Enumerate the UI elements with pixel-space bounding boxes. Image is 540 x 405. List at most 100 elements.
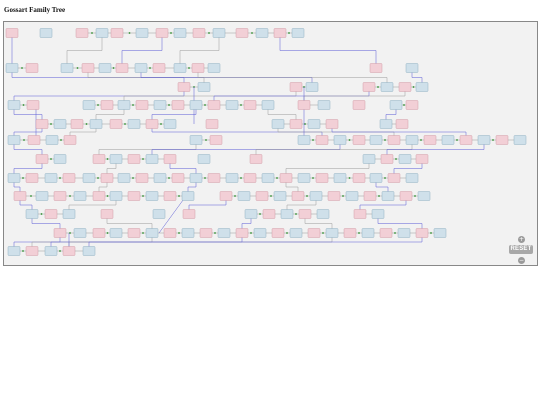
person-node[interactable] (389, 100, 403, 110)
person-node[interactable] (92, 191, 106, 201)
person-node[interactable] (298, 209, 312, 219)
person-node[interactable] (381, 191, 395, 201)
person-node[interactable] (325, 119, 339, 129)
person-node[interactable] (380, 82, 394, 92)
person-node[interactable] (82, 100, 96, 110)
person-node[interactable] (181, 191, 195, 201)
person-node[interactable] (362, 82, 376, 92)
person-node[interactable] (171, 100, 185, 110)
person-node[interactable] (98, 63, 112, 73)
person-node[interactable] (262, 209, 276, 219)
person-node[interactable] (243, 100, 257, 110)
person-node[interactable] (7, 100, 21, 110)
person-node[interactable] (371, 209, 385, 219)
person-node[interactable] (89, 119, 103, 129)
person-node[interactable] (369, 63, 383, 73)
person-node[interactable] (73, 228, 87, 238)
person-node[interactable] (423, 135, 437, 145)
person-nodes[interactable] (5, 28, 527, 256)
person-node[interactable] (291, 28, 305, 38)
person-node[interactable] (199, 228, 213, 238)
person-node[interactable] (163, 154, 177, 164)
person-node[interactable] (100, 173, 114, 183)
person-node[interactable] (477, 135, 491, 145)
person-node[interactable] (387, 135, 401, 145)
person-node[interactable] (207, 100, 221, 110)
person-node[interactable] (45, 135, 59, 145)
person-node[interactable] (297, 100, 311, 110)
person-node[interactable] (380, 154, 394, 164)
person-node[interactable] (316, 209, 330, 219)
person-node[interactable] (155, 28, 169, 38)
person-node[interactable] (189, 173, 203, 183)
person-node[interactable] (243, 173, 257, 183)
person-node[interactable] (110, 28, 124, 38)
person-node[interactable] (25, 246, 39, 256)
person-node[interactable] (145, 119, 159, 129)
person-node[interactable] (197, 82, 211, 92)
zoom-out-button[interactable]: − (518, 257, 525, 264)
person-node[interactable] (235, 228, 249, 238)
person-node[interactable] (92, 228, 106, 238)
person-node[interactable] (145, 191, 159, 201)
person-node[interactable] (205, 119, 219, 129)
person-node[interactable] (291, 191, 305, 201)
person-node[interactable] (315, 173, 329, 183)
person-node[interactable] (62, 173, 76, 183)
person-node[interactable] (325, 228, 339, 238)
person-node[interactable] (271, 119, 285, 129)
person-node[interactable] (5, 63, 19, 73)
person-node[interactable] (345, 191, 359, 201)
person-node[interactable] (7, 173, 21, 183)
person-node[interactable] (73, 191, 87, 201)
person-node[interactable] (127, 228, 141, 238)
person-node[interactable] (189, 135, 203, 145)
person-node[interactable] (181, 228, 195, 238)
person-node[interactable] (192, 28, 206, 38)
person-node[interactable] (35, 191, 49, 201)
person-node[interactable] (207, 173, 221, 183)
person-node[interactable] (249, 154, 263, 164)
person-node[interactable] (309, 191, 323, 201)
person-node[interactable] (225, 173, 239, 183)
person-node[interactable] (135, 173, 149, 183)
person-node[interactable] (441, 135, 455, 145)
person-node[interactable] (352, 135, 366, 145)
family-tree-canvas[interactable] (4, 22, 537, 265)
family-tree-viewport[interactable]: + RESET − (3, 21, 538, 266)
person-node[interactable] (109, 154, 123, 164)
person-node[interactable] (7, 135, 21, 145)
person-node[interactable] (207, 63, 221, 73)
person-node[interactable] (53, 154, 67, 164)
person-node[interactable] (177, 82, 191, 92)
person-node[interactable] (271, 228, 285, 238)
person-node[interactable] (53, 228, 67, 238)
person-node[interactable] (62, 209, 76, 219)
person-node[interactable] (81, 63, 95, 73)
person-node[interactable] (415, 228, 429, 238)
person-node[interactable] (62, 246, 76, 256)
person-node[interactable] (361, 228, 375, 238)
person-node[interactable] (307, 228, 321, 238)
person-node[interactable] (25, 63, 39, 73)
person-node[interactable] (44, 246, 58, 256)
person-node[interactable] (405, 100, 419, 110)
person-node[interactable] (163, 191, 177, 201)
person-node[interactable] (100, 100, 114, 110)
person-node[interactable] (399, 191, 413, 201)
person-node[interactable] (387, 173, 401, 183)
person-node[interactable] (297, 135, 311, 145)
person-node[interactable] (163, 119, 177, 129)
person-node[interactable] (109, 119, 123, 129)
person-node[interactable] (305, 82, 319, 92)
person-node[interactable] (398, 154, 412, 164)
person-node[interactable] (363, 191, 377, 201)
person-node[interactable] (82, 246, 96, 256)
person-node[interactable] (369, 135, 383, 145)
person-node[interactable] (405, 63, 419, 73)
person-node[interactable] (135, 28, 149, 38)
person-node[interactable] (70, 119, 84, 129)
person-node[interactable] (317, 100, 331, 110)
person-node[interactable] (153, 100, 167, 110)
person-node[interactable] (398, 82, 412, 92)
